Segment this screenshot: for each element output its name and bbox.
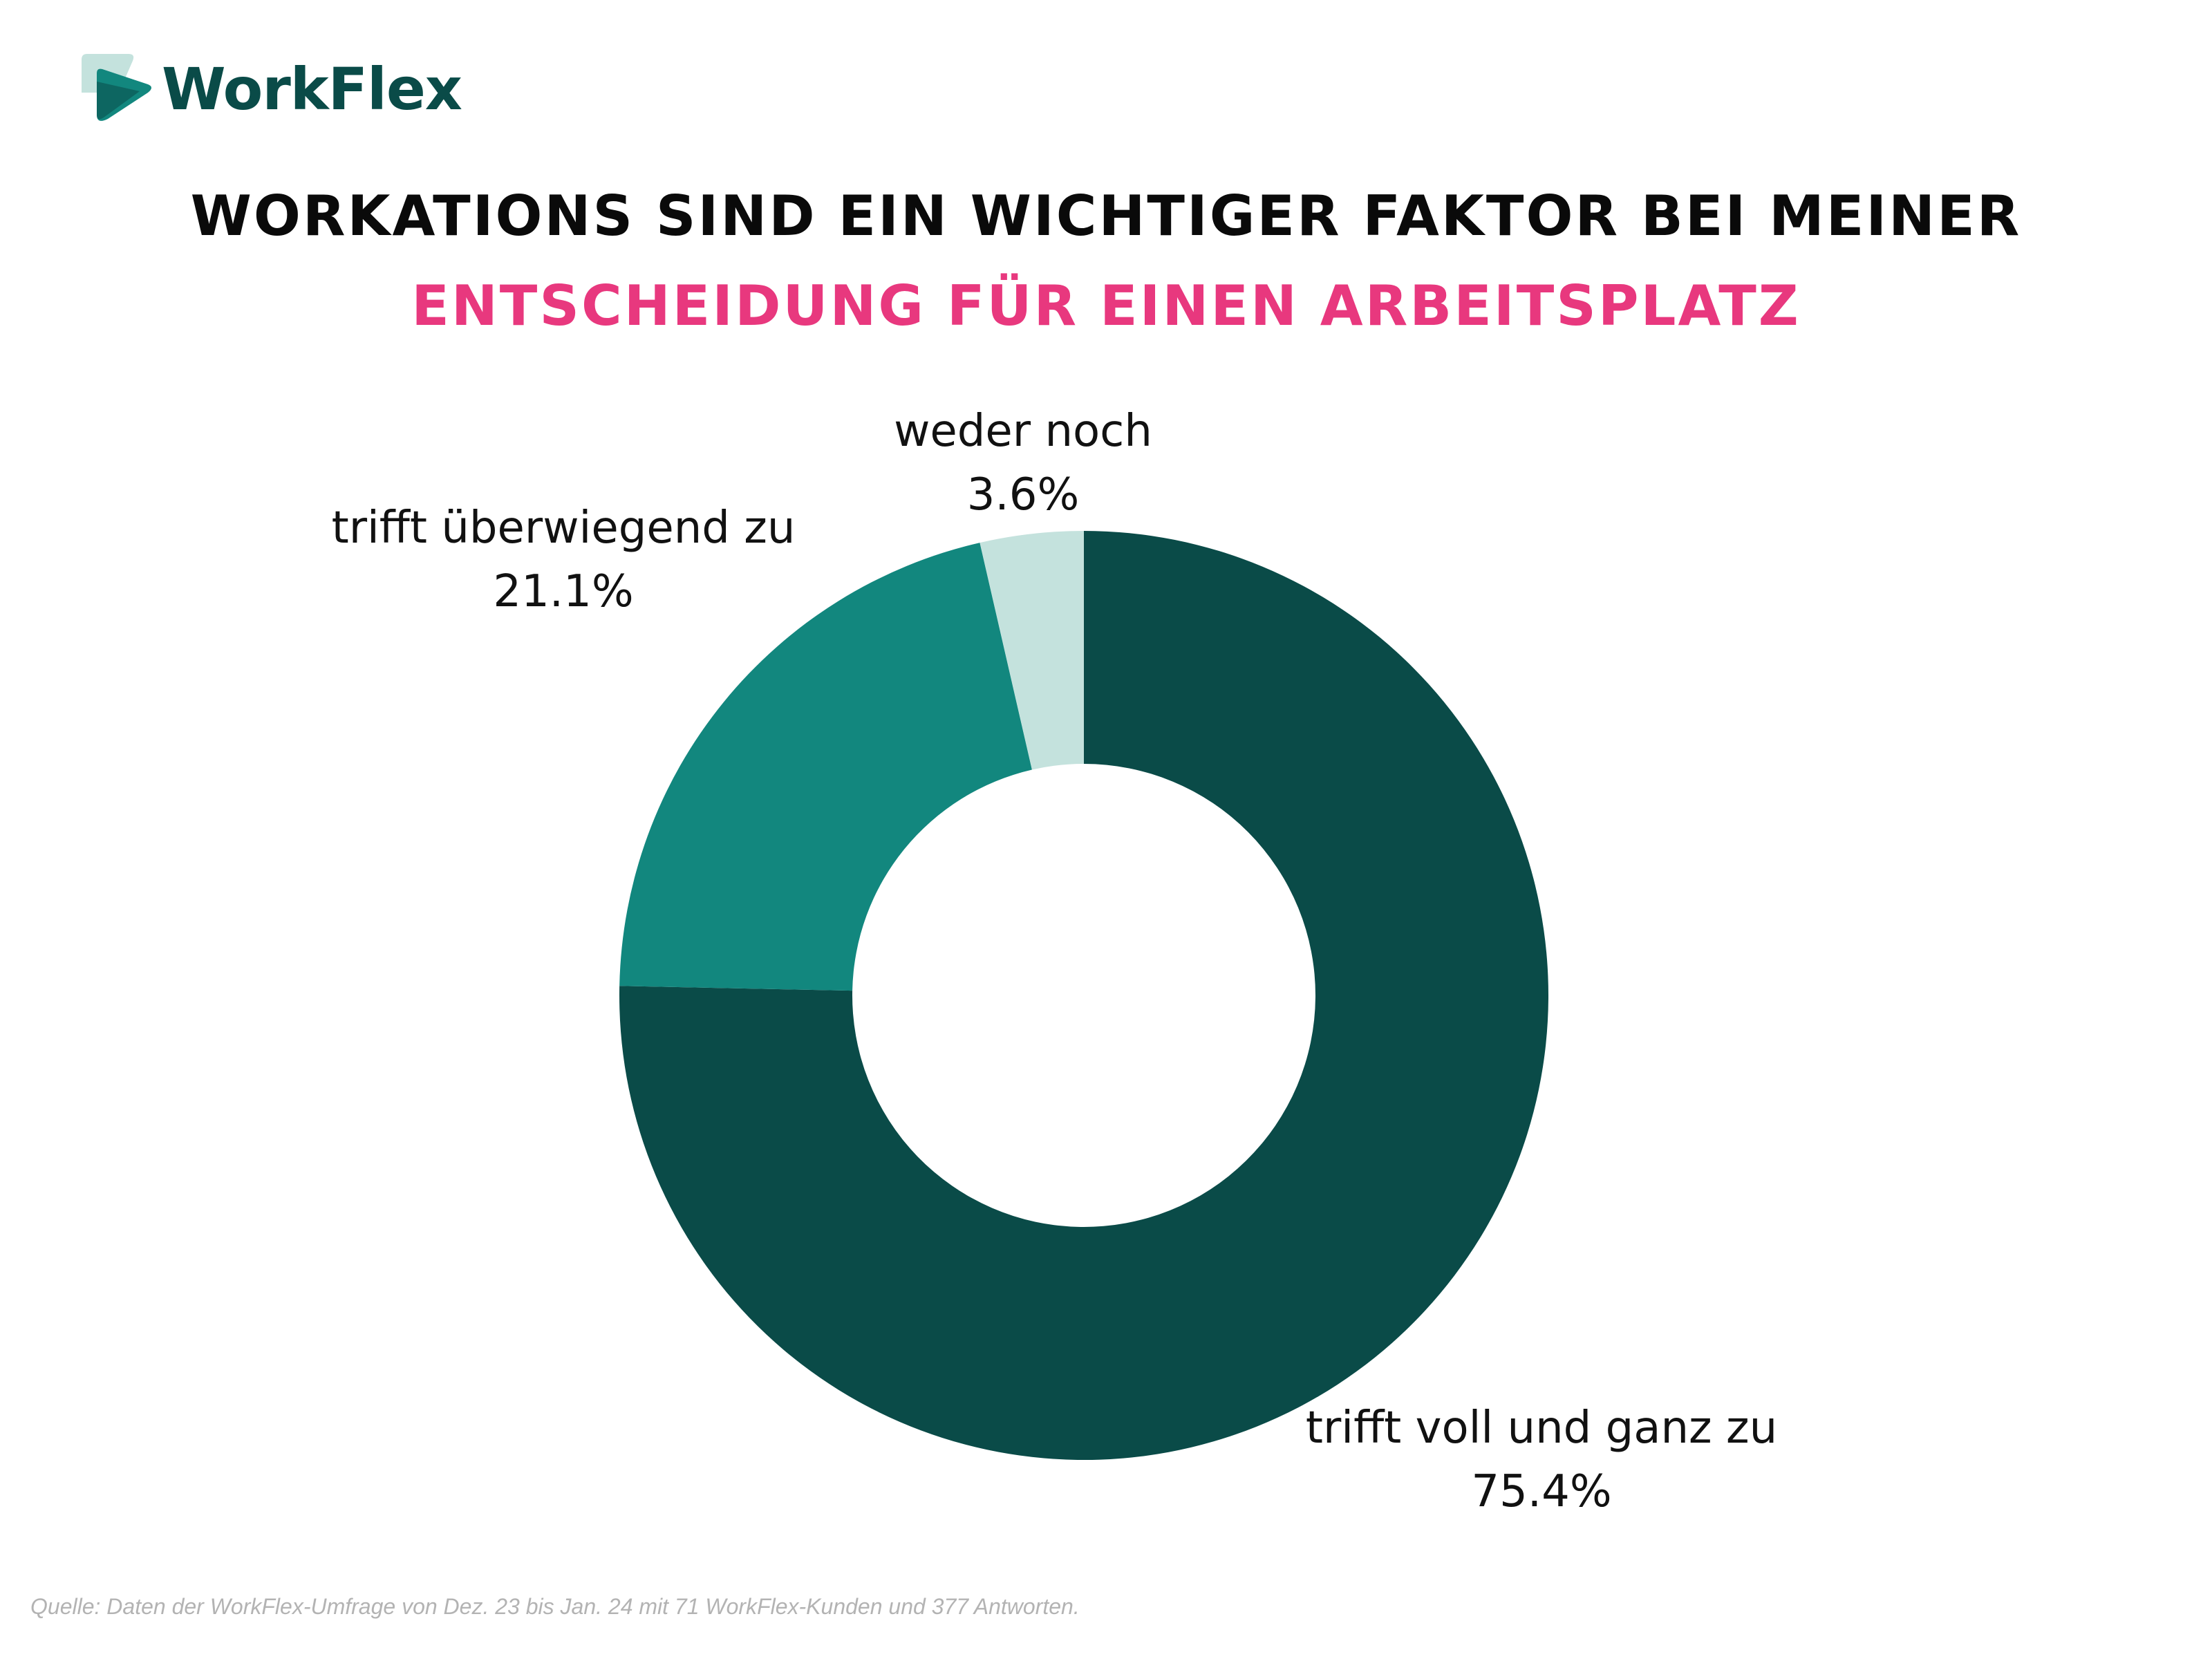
slice-voll-und-ganz <box>619 531 1548 1461</box>
slice-label-ueberwiegend: trifft überwiegend zu 21.1% <box>252 496 874 624</box>
workflex-logo-icon <box>82 54 151 121</box>
slice-value-label: 21.1% <box>493 566 634 617</box>
slice-weder-noch <box>980 531 1084 770</box>
chart-title-line2: ENTSCHEIDUNG FÜR EINEN ARBEITSPLATZ <box>411 274 1801 338</box>
chart-title-line1: WORKATIONS SIND EIN WICHTIGER FAKTOR BEI… <box>190 184 2022 248</box>
workflex-logo: WorkFlex <box>76 50 462 133</box>
logo-wordmark: WorkFlex <box>162 55 462 123</box>
slice-label-text: weder noch <box>894 406 1152 457</box>
slice-value-label: 3.6% <box>966 469 1080 521</box>
source-note: Quelle: Daten der WorkFlex-Umfrage von D… <box>30 1594 1080 1619</box>
slice-label-voll: trifft voll und ganz zu 75.4% <box>1230 1396 1853 1524</box>
slice-ueberwiegend <box>619 543 1032 991</box>
slice-value-label: 75.4% <box>1471 1466 1612 1517</box>
slice-label-text: trifft überwiegend zu <box>331 503 796 554</box>
slice-label-text: trifft voll und ganz zu <box>1305 1403 1778 1454</box>
slice-label-weder-noch: weder noch 3.6% <box>712 400 1334 527</box>
